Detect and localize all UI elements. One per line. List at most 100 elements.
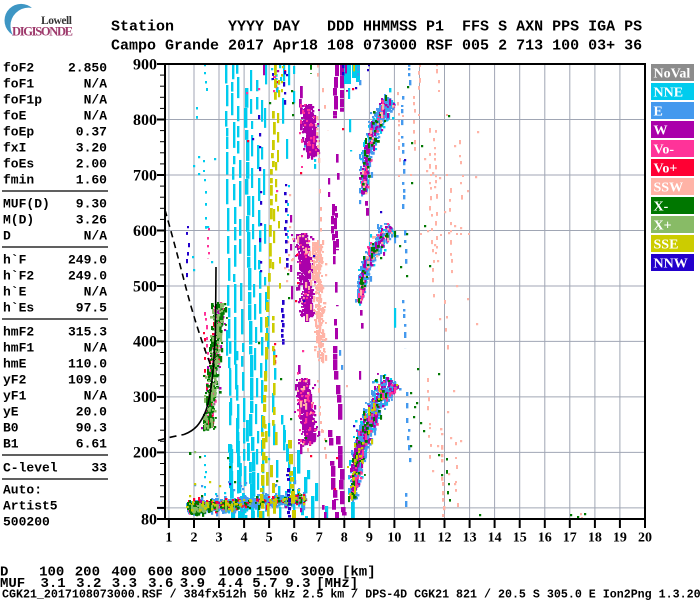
svg-text:3.26: 3.26 — [76, 213, 107, 228]
svg-text:90.3: 90.3 — [76, 421, 107, 436]
svg-text:800: 800 — [133, 112, 157, 129]
svg-text:NNE: NNE — [654, 86, 684, 101]
svg-text:N/A: N/A — [84, 341, 108, 356]
svg-text:15: 15 — [513, 531, 527, 546]
svg-text:D: D — [0, 565, 8, 581]
svg-text:1: 1 — [165, 531, 172, 546]
svg-text:3.9: 3.9 — [180, 576, 205, 592]
svg-text:16: 16 — [538, 531, 552, 546]
svg-text:8: 8 — [341, 531, 348, 546]
svg-text:2.00: 2.00 — [76, 157, 107, 172]
svg-text:3.3: 3.3 — [112, 576, 137, 592]
svg-text:Campo Grande 2017 Apr18 108 07: Campo Grande 2017 Apr18 108 073000 RSF 0… — [111, 38, 642, 55]
svg-text:NoVal: NoVal — [654, 67, 691, 82]
svg-text:NNW: NNW — [654, 257, 688, 272]
svg-text:11: 11 — [413, 531, 426, 546]
svg-text:Vo+: Vo+ — [654, 162, 678, 177]
svg-text:foE: foE — [3, 109, 27, 124]
svg-text:yF1: yF1 — [3, 389, 27, 404]
svg-text:0.37: 0.37 — [76, 125, 107, 140]
svg-text:N/A: N/A — [84, 389, 108, 404]
svg-text:33: 33 — [91, 461, 107, 476]
svg-text:17: 17 — [563, 531, 577, 546]
svg-text:600: 600 — [133, 223, 157, 240]
svg-text:h`F: h`F — [3, 253, 27, 268]
svg-text:400: 400 — [111, 565, 136, 581]
svg-text:yF2: yF2 — [3, 373, 27, 388]
svg-text:13: 13 — [463, 531, 477, 546]
svg-text:80: 80 — [141, 511, 157, 528]
svg-text:10: 10 — [387, 531, 401, 546]
svg-text:Station YYYY DAY DDD HH: Station YYYY DAY DDD HHMMSS P1 FFS S AXN… — [111, 19, 642, 36]
svg-text:2.850: 2.850 — [68, 61, 107, 76]
svg-text:3.1: 3.1 — [40, 576, 65, 592]
svg-text:foF1: foF1 — [3, 77, 34, 92]
svg-text:CGK21_2017108073000.RSF / 384f: CGK21_2017108073000.RSF / 384fx512h 50 k… — [2, 589, 700, 600]
svg-text:500: 500 — [133, 278, 157, 295]
svg-text:C-level: C-level — [3, 461, 58, 476]
svg-text:3.6: 3.6 — [148, 576, 173, 592]
svg-text:3.2: 3.2 — [76, 576, 101, 592]
svg-text:hmF1: hmF1 — [3, 341, 34, 356]
svg-text:DIGISONDE: DIGISONDE — [12, 25, 73, 39]
svg-text:6: 6 — [291, 531, 298, 546]
svg-text:4: 4 — [241, 531, 248, 546]
svg-text:12: 12 — [438, 531, 452, 546]
svg-text:3: 3 — [216, 531, 223, 546]
svg-text:SSW: SSW — [654, 181, 684, 196]
svg-text:N/A: N/A — [84, 285, 108, 300]
svg-text:20.0: 20.0 — [76, 405, 107, 420]
svg-text:hmF2: hmF2 — [3, 325, 34, 340]
svg-text:yE: yE — [3, 405, 19, 420]
svg-text:Auto:: Auto: — [3, 483, 42, 498]
svg-text:N/A: N/A — [84, 93, 108, 108]
svg-text:900: 900 — [133, 56, 157, 73]
svg-text:hmE: hmE — [3, 357, 27, 372]
svg-text:300: 300 — [133, 389, 157, 406]
svg-text:1000: 1000 — [218, 565, 252, 581]
svg-text:249.0: 249.0 — [68, 253, 107, 268]
svg-text:h`E: h`E — [3, 285, 27, 300]
svg-text:h`Es: h`Es — [3, 301, 34, 316]
svg-text:[MHz]: [MHz] — [316, 576, 358, 592]
svg-text:N/A: N/A — [84, 229, 108, 244]
svg-text:1500: 1500 — [256, 565, 290, 581]
svg-text:fmin: fmin — [3, 173, 34, 188]
svg-text:[km]: [km] — [342, 565, 376, 581]
svg-text:249.0: 249.0 — [68, 269, 107, 284]
svg-text:foEp: foEp — [3, 125, 34, 140]
svg-text:3.20: 3.20 — [76, 141, 107, 156]
svg-text:9.3: 9.3 — [285, 576, 310, 592]
svg-text:315.3: 315.3 — [68, 325, 107, 340]
svg-text:9: 9 — [366, 531, 373, 546]
svg-text:Lowell: Lowell — [41, 15, 72, 27]
svg-text:97.5: 97.5 — [76, 301, 107, 316]
svg-text:SSE: SSE — [654, 238, 679, 253]
svg-text:2: 2 — [191, 531, 198, 546]
svg-text:X+: X+ — [654, 219, 672, 234]
svg-text:109.0: 109.0 — [68, 373, 107, 388]
svg-text:110.0: 110.0 — [68, 357, 107, 372]
svg-text:200: 200 — [133, 445, 157, 462]
svg-text:Vo-: Vo- — [654, 143, 675, 158]
svg-text:100: 100 — [39, 565, 64, 581]
svg-text:200: 200 — [75, 565, 100, 581]
svg-text:1.60: 1.60 — [76, 173, 107, 188]
svg-text:6.61: 6.61 — [76, 437, 107, 452]
svg-text:700: 700 — [133, 167, 157, 184]
svg-text:fxI: fxI — [3, 141, 26, 156]
svg-text:18: 18 — [588, 531, 602, 546]
svg-text:X-: X- — [654, 200, 669, 215]
svg-text:5.7: 5.7 — [252, 576, 277, 592]
svg-text:foEs: foEs — [3, 157, 34, 172]
svg-text:M(D): M(D) — [3, 213, 34, 228]
svg-text:B0: B0 — [3, 421, 19, 436]
svg-text:N/A: N/A — [84, 77, 108, 92]
svg-text:Artist5: Artist5 — [3, 499, 58, 514]
svg-text:9.30: 9.30 — [76, 197, 107, 212]
svg-text:MUF(D): MUF(D) — [3, 197, 50, 212]
svg-text:h`F2: h`F2 — [3, 269, 34, 284]
svg-text:20: 20 — [638, 531, 652, 546]
svg-text:3000: 3000 — [301, 565, 335, 581]
svg-text:W: W — [654, 124, 668, 139]
